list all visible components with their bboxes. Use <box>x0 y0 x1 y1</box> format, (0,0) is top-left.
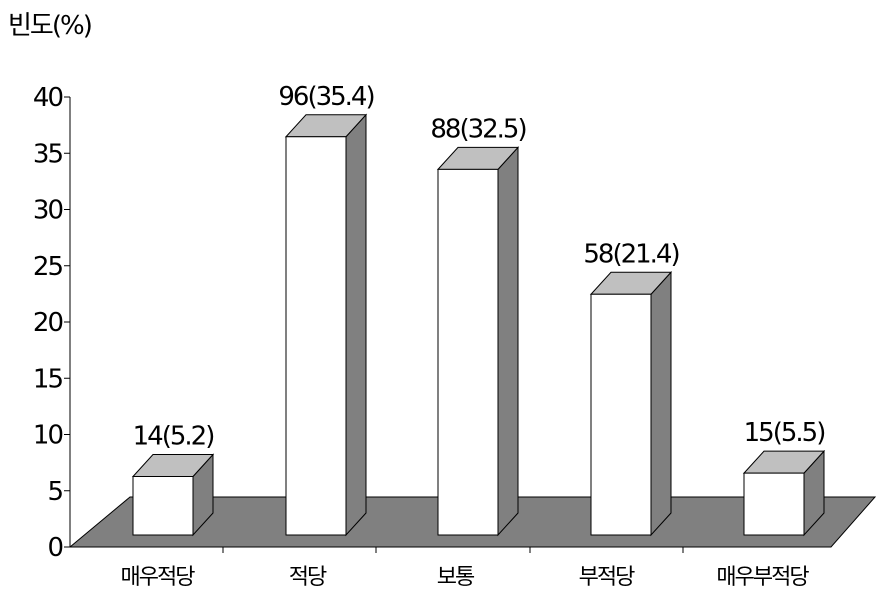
y-tick-label: 30 <box>33 196 63 226</box>
bar-front <box>743 472 805 536</box>
bar <box>436 146 520 537</box>
y-tick-label: 20 <box>33 308 63 338</box>
category-label: 보통 <box>437 565 475 589</box>
category-label: 매우적당 <box>121 565 196 589</box>
y-tick-label: 25 <box>33 252 63 282</box>
data-label: 88(32.5) <box>430 114 525 144</box>
data-label: 15(5.5) <box>744 418 825 448</box>
y-axis-label: 빈도(%) <box>8 11 91 41</box>
bar <box>589 270 673 537</box>
data-label: 14(5.2) <box>133 422 214 452</box>
bar-side <box>345 113 367 537</box>
bar <box>742 449 826 537</box>
y-tick-label: 5 <box>47 477 62 507</box>
bar <box>131 453 215 537</box>
y-tick-label: 35 <box>33 139 63 169</box>
category-label: 매우부적당 <box>716 565 809 589</box>
bar <box>284 113 368 537</box>
y-tick-label: 0 <box>47 533 62 563</box>
category-label: 부적당 <box>579 565 635 589</box>
y-tick-label: 15 <box>33 364 63 394</box>
data-label: 96(35.4) <box>278 82 373 112</box>
category-label: 적당 <box>289 565 327 589</box>
data-label: 58(21.4) <box>583 239 678 269</box>
bar-side <box>497 146 519 537</box>
bar-front <box>437 168 499 536</box>
y-tick-label: 10 <box>33 421 63 451</box>
bar-front <box>132 476 194 536</box>
bar-side <box>650 270 672 537</box>
y-tick-label: 40 <box>33 83 63 113</box>
bar-front <box>285 136 347 536</box>
bar-front <box>590 293 652 536</box>
